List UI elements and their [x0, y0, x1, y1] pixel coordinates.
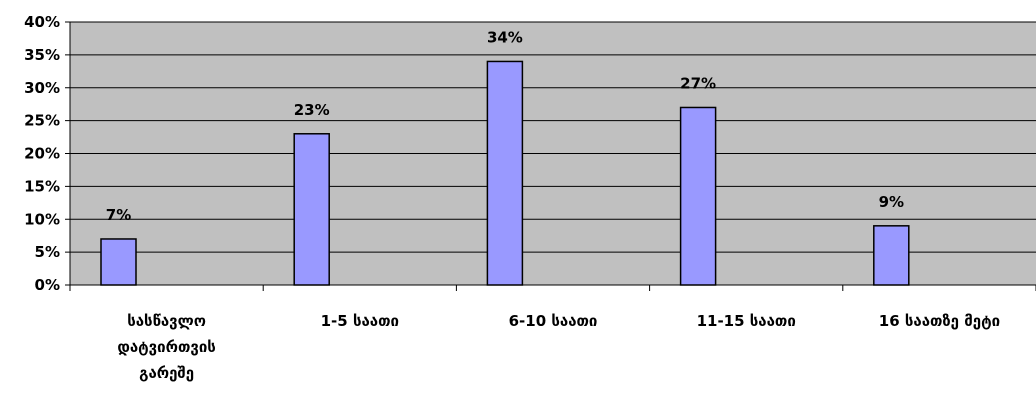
- x-category-label: გარეშე: [139, 364, 194, 382]
- bars: [100, 60, 910, 286]
- x-category-label: 1-5 საათი: [321, 312, 399, 330]
- x-category-label: 11-15 საათი: [697, 312, 796, 330]
- y-tick-label: 10%: [24, 210, 60, 228]
- data-label: 34%: [487, 28, 523, 46]
- bar: [486, 60, 524, 286]
- data-label: 23%: [294, 101, 330, 119]
- y-tick-label: 25%: [24, 112, 60, 130]
- y-tick-label: 30%: [24, 79, 60, 97]
- y-tick-label: 15%: [24, 177, 60, 195]
- data-label: 7%: [106, 206, 131, 224]
- bar: [873, 225, 910, 286]
- data-labels: 7% 23% 34% 27% 9%: [106, 28, 904, 224]
- y-tick-label: 40%: [24, 13, 60, 31]
- bar: [679, 106, 717, 286]
- bar: [293, 133, 330, 286]
- x-category-label: 16 საათზე მეტი: [879, 312, 1000, 330]
- y-tick-label: 35%: [24, 46, 60, 64]
- y-tick-label: 5%: [35, 243, 60, 261]
- x-category-label: 6-10 საათი: [509, 312, 598, 330]
- x-axis: სასწავლო დატვირთვის გარეშე 1-5 საათი 6-10 სა…: [69, 284, 1036, 382]
- gridlines: [70, 21, 1036, 253]
- y-tick-label: 20%: [24, 145, 60, 163]
- x-category-label: დატვირთვის: [117, 338, 215, 356]
- data-label: 27%: [680, 74, 716, 92]
- x-category-label: სასწავლო: [127, 312, 206, 330]
- bar: [100, 238, 137, 286]
- y-axis: 0% 5% 10% 15% 20% 25% 30% 35% 40%: [24, 13, 71, 294]
- y-tick-label: 0%: [35, 276, 60, 294]
- data-label: 9%: [879, 193, 904, 211]
